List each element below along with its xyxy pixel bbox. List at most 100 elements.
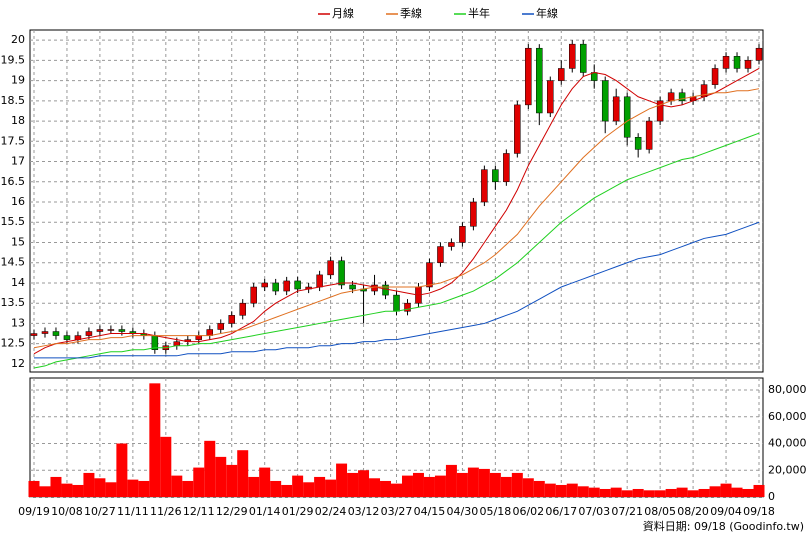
candle-body xyxy=(448,242,455,247)
x-tick-label: 08/05 xyxy=(644,505,676,518)
candle-body xyxy=(711,68,719,85)
volume-bar xyxy=(171,475,183,497)
candle-body xyxy=(52,331,60,336)
candle-body xyxy=(228,315,235,324)
volume-bar xyxy=(72,484,84,497)
y-tick-label: 19 xyxy=(11,74,25,87)
candle-body xyxy=(722,56,730,69)
candle-body xyxy=(558,68,565,81)
x-tick-label: 12/11 xyxy=(183,505,215,518)
candle-body xyxy=(41,331,49,334)
y-tick-label: 17 xyxy=(11,155,25,168)
candle-body xyxy=(755,47,763,61)
volume-bar xyxy=(511,472,523,497)
candle-body xyxy=(96,329,104,332)
volume-bar xyxy=(94,478,106,497)
y-tick-label: 15 xyxy=(11,235,25,248)
x-tick-label: 10/08 xyxy=(51,505,83,518)
volume-bar xyxy=(105,482,117,497)
volume-bar xyxy=(698,488,710,497)
x-tick-label: 04/30 xyxy=(447,505,479,518)
volume-bar xyxy=(160,436,172,497)
candle-body xyxy=(118,329,126,332)
volume-bar xyxy=(588,487,600,497)
x-tick-label: 07/21 xyxy=(611,505,643,518)
volume-bar xyxy=(83,472,95,497)
y-tick-label: 16.5 xyxy=(1,175,26,188)
candle-body xyxy=(492,169,499,183)
candle-body xyxy=(733,56,741,69)
y-tick-label: 12 xyxy=(11,357,25,370)
candle-body xyxy=(316,274,323,288)
volume-bar xyxy=(138,480,150,497)
volume-bar xyxy=(423,476,435,497)
volume-bar xyxy=(50,476,62,497)
volume-bar xyxy=(665,488,677,497)
x-tick-label: 04/15 xyxy=(414,505,446,518)
candle-body xyxy=(656,100,664,122)
x-tick-label: 11/26 xyxy=(150,505,182,518)
x-tick-label: 08/20 xyxy=(677,505,709,518)
ma-line xyxy=(34,221,760,359)
volume-bar xyxy=(28,480,40,497)
candle-body xyxy=(206,329,214,336)
candle-body xyxy=(338,260,345,286)
x-tick-label: 09/19 xyxy=(18,505,50,518)
candle-body xyxy=(327,260,334,276)
y-tick-label: 18 xyxy=(11,114,25,127)
volume-bar xyxy=(676,487,688,497)
candle-body xyxy=(239,302,246,316)
x-tick-label: 11/11 xyxy=(117,505,149,518)
volume-bar xyxy=(599,488,611,497)
candle-body xyxy=(294,280,301,290)
volume-bar xyxy=(709,486,721,497)
volume-bar xyxy=(314,476,326,497)
volume-bar xyxy=(434,475,446,497)
y-tick-label: 16 xyxy=(11,195,25,208)
y-tick-label: 0 xyxy=(768,490,775,503)
candle-body xyxy=(645,120,653,150)
candle-body xyxy=(173,341,181,346)
x-tick-label: 03/27 xyxy=(381,505,413,518)
candle-body xyxy=(678,92,686,102)
candle-body xyxy=(217,323,224,330)
y-tick-label: 13.5 xyxy=(1,296,26,309)
volume-bar xyxy=(237,450,249,497)
volume-bar xyxy=(632,488,644,497)
volume-bar xyxy=(610,487,622,497)
candle-body xyxy=(744,60,752,69)
candle-body xyxy=(547,80,554,114)
candle-body xyxy=(437,246,444,263)
candle-body xyxy=(261,282,268,288)
x-tick-label: 01/14 xyxy=(249,505,281,518)
volume-bar xyxy=(401,475,413,497)
volume-bar xyxy=(215,456,227,497)
ma-line xyxy=(33,132,760,369)
legend-label: 季線 xyxy=(400,6,422,20)
candle-body xyxy=(481,169,488,203)
y-tick-label: 80,000 xyxy=(768,383,807,396)
legend-label: 半年 xyxy=(468,6,490,20)
ma-line xyxy=(33,88,760,349)
candle-body xyxy=(250,286,257,304)
candle-body xyxy=(85,331,93,336)
candle-body xyxy=(195,335,203,340)
candle-body xyxy=(393,294,400,312)
y-tick-label: 18.5 xyxy=(1,94,26,107)
volume-bar xyxy=(467,467,479,497)
y-tick-label: 17.5 xyxy=(1,134,26,147)
candle-body xyxy=(623,96,631,138)
volume-bar xyxy=(336,463,348,497)
volume-bar xyxy=(281,484,293,497)
volume-bar xyxy=(248,476,260,497)
volume-bar xyxy=(116,443,128,497)
volume-bar xyxy=(226,464,238,497)
candle-body xyxy=(470,201,477,227)
candle-body xyxy=(569,43,576,69)
volume-bar xyxy=(204,440,216,497)
y-tick-label: 13 xyxy=(11,316,25,329)
legend-label: 月線 xyxy=(332,6,354,20)
legend-label: 年線 xyxy=(536,6,558,20)
volume-bar xyxy=(742,488,754,497)
